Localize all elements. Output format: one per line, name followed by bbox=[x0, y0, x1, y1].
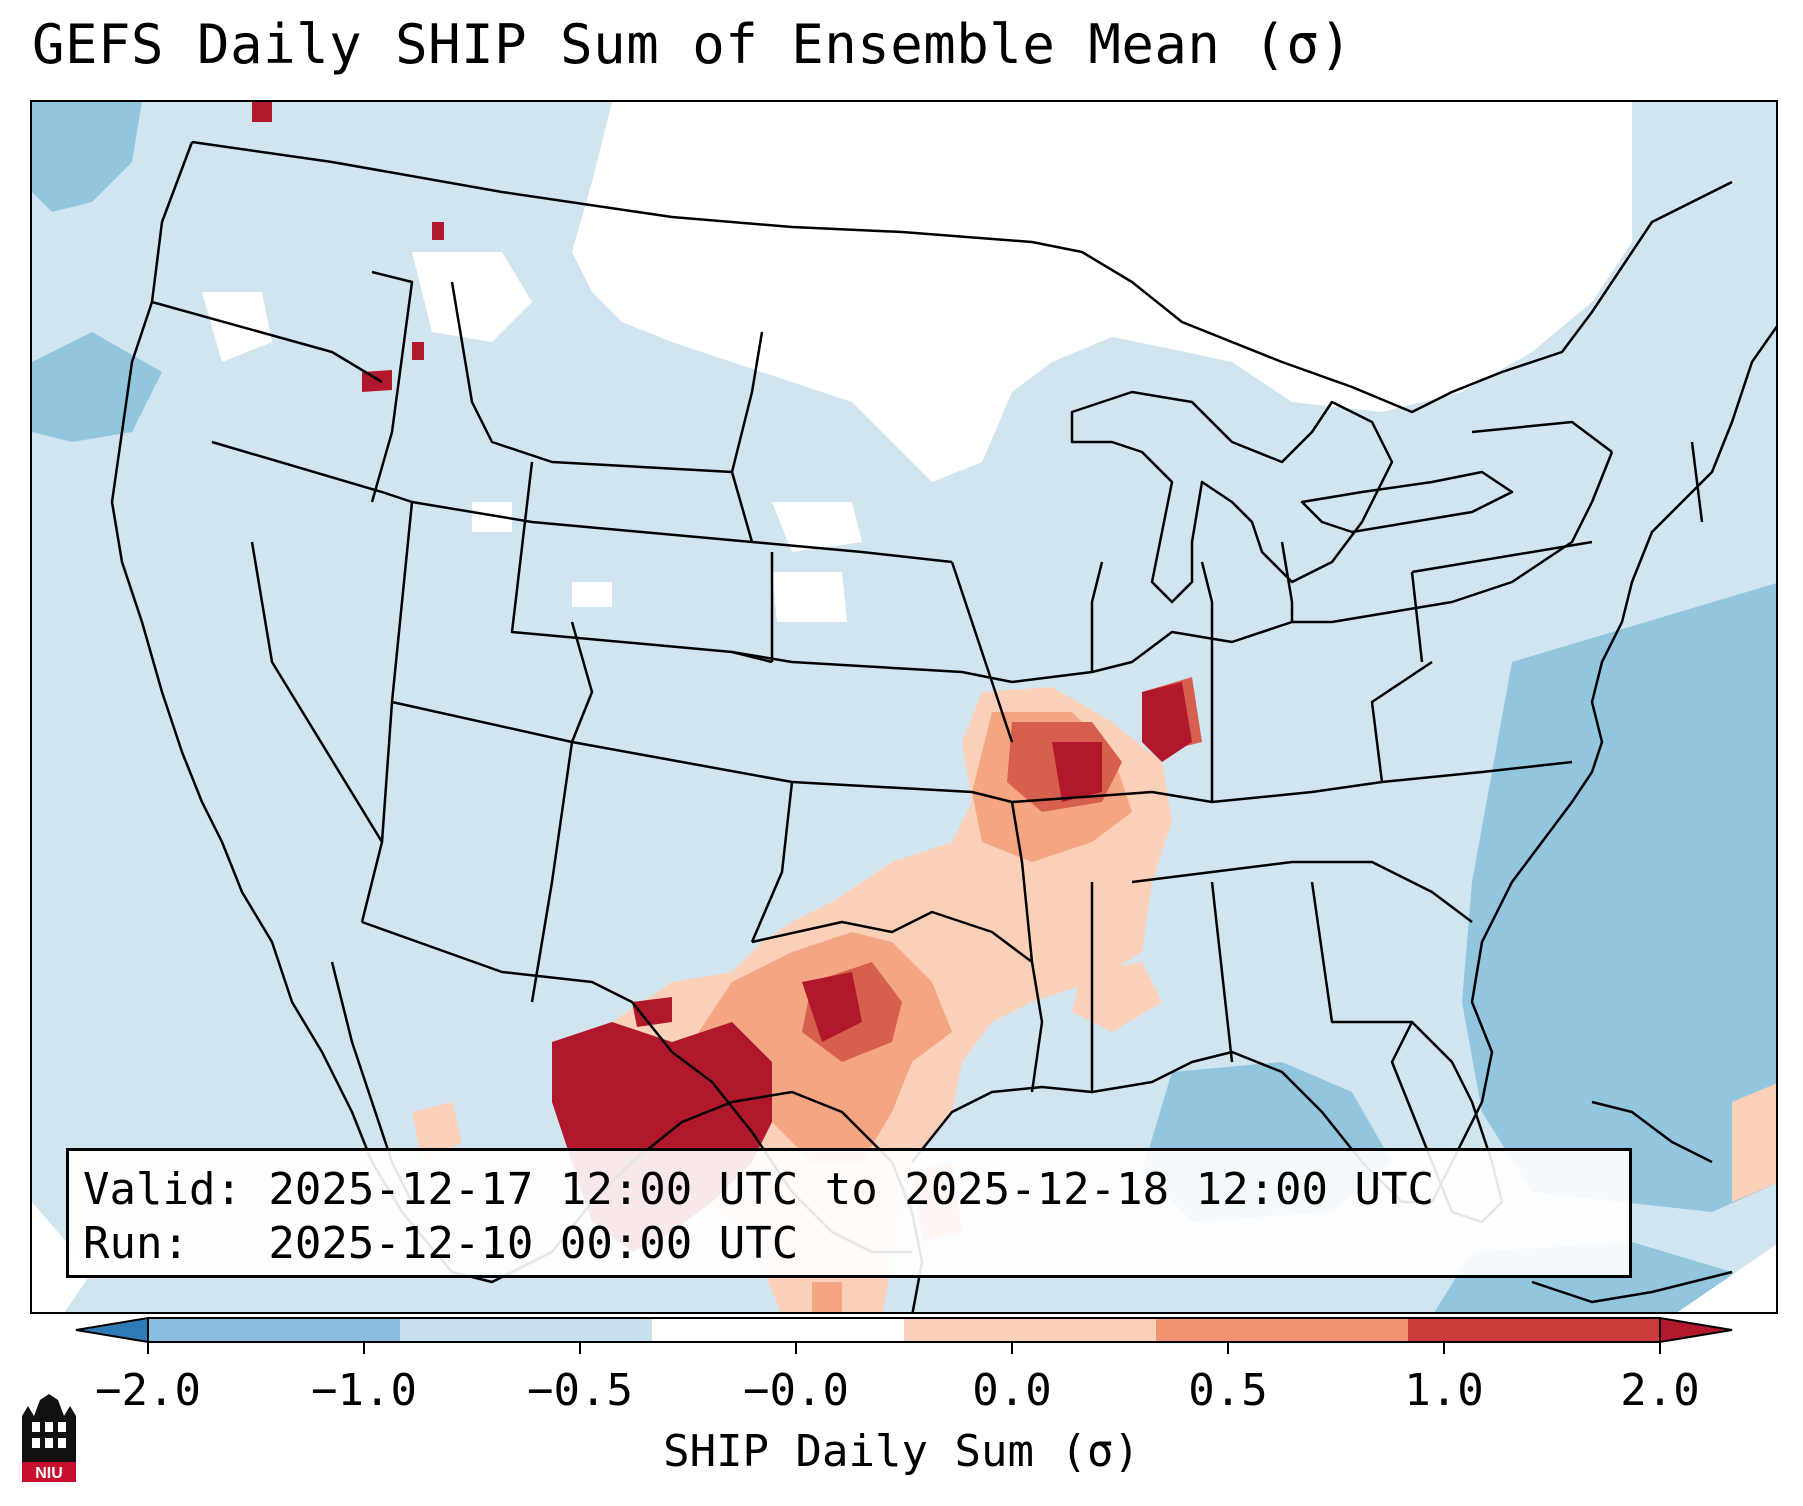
colorbar-segment bbox=[652, 1318, 905, 1342]
colorbar-segments bbox=[75, 1316, 1733, 1354]
colorbar-extend-low bbox=[75, 1316, 149, 1344]
colorbar-outline bbox=[147, 1317, 1661, 1343]
colorbar-segment bbox=[1156, 1318, 1409, 1342]
logo-text: NIU bbox=[35, 1465, 63, 1482]
run-time-text: Run: 2025-12-10 00:00 UTC bbox=[83, 1218, 799, 1269]
colorbar-tick-label: 0.5 bbox=[1188, 1365, 1268, 1416]
colorbar-tick-label: −0.0 bbox=[743, 1365, 849, 1416]
colorbar-tick-label: −1.0 bbox=[311, 1365, 417, 1416]
chart-title: GEFS Daily SHIP Sum of Ensemble Mean (σ) bbox=[32, 13, 1353, 76]
colorbar-tick-label: 0.0 bbox=[972, 1365, 1052, 1416]
colorbar-title: SHIP Daily Sum (σ) bbox=[663, 1426, 1140, 1477]
colorbar-segment bbox=[1408, 1318, 1661, 1342]
colorbar-segment bbox=[400, 1318, 653, 1342]
colorbar-tick-label: 2.0 bbox=[1620, 1365, 1700, 1416]
map-panel[interactable] bbox=[30, 100, 1778, 1314]
canada-us-border bbox=[191, 140, 1733, 414]
colorbar-extend-high bbox=[1659, 1316, 1733, 1344]
niu-logo: NIU bbox=[22, 1394, 76, 1482]
west-coast bbox=[110, 141, 453, 1273]
colorbar-tick-label: −2.0 bbox=[95, 1365, 201, 1416]
colorbar-segment bbox=[148, 1318, 401, 1342]
colorbar-tick-label: −0.5 bbox=[527, 1365, 633, 1416]
valid-time-text: Valid: 2025-12-17 12:00 UTC to 2025-12-1… bbox=[83, 1164, 1435, 1215]
boundaries bbox=[110, 140, 1776, 1312]
colorbar bbox=[75, 1316, 1733, 1354]
valid-run-info-box: Valid: 2025-12-17 12:00 UTC to 2025-12-1… bbox=[66, 1148, 1632, 1278]
colorbar-tick-label: 1.0 bbox=[1404, 1365, 1484, 1416]
map-canvas[interactable] bbox=[32, 102, 1778, 1314]
great-lakes bbox=[1070, 390, 1394, 604]
field-near-zero bbox=[202, 102, 1632, 622]
colorbar-segment bbox=[904, 1318, 1157, 1342]
